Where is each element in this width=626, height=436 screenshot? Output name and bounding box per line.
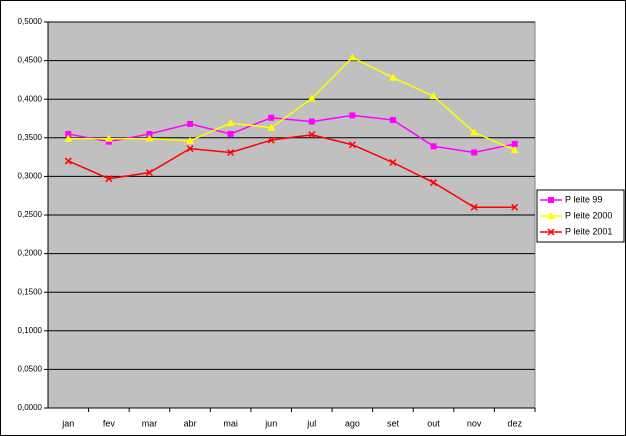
x-tick-label: abr [184, 418, 197, 428]
y-tick-label: 0,2500 [18, 210, 43, 219]
marker [64, 157, 72, 165]
x-tick-label: jan [61, 418, 74, 428]
marker [64, 134, 73, 142]
marker [429, 92, 438, 100]
marker [349, 112, 356, 119]
marker [511, 140, 518, 147]
x-tick-label: out [427, 418, 440, 428]
marker [348, 141, 356, 149]
marker [146, 130, 153, 137]
marker [226, 119, 235, 127]
y-tick-label: 0,4500 [18, 56, 43, 65]
y-tick-label: 0,1000 [18, 326, 43, 335]
marker [308, 131, 316, 139]
marker [104, 134, 113, 142]
marker [388, 73, 397, 81]
marker [267, 136, 275, 144]
marker [267, 123, 276, 131]
legend-marker [548, 197, 554, 203]
legend-marker [547, 228, 555, 236]
y-tick-label: 0,5000 [18, 17, 43, 26]
marker [389, 158, 397, 167]
marker [227, 148, 235, 156]
series-line [67, 133, 515, 209]
marker [105, 175, 113, 183]
marker [186, 136, 195, 144]
marker [65, 130, 72, 137]
legend-label: P leite 2001 [565, 226, 612, 236]
x-tick-label: dez [507, 418, 522, 428]
x-tick-label: ago [345, 418, 360, 428]
y-tick-label: 0,0000 [18, 403, 43, 412]
marker [308, 118, 315, 125]
series-line [68, 114, 515, 154]
marker [187, 120, 194, 127]
marker [471, 149, 478, 156]
legend-marker [547, 212, 555, 219]
series-line [68, 56, 516, 151]
y-tick-label: 0,3500 [18, 133, 43, 142]
y-tick-label: 0,3000 [18, 172, 43, 181]
marker [470, 203, 478, 211]
x-tick-label: set [387, 418, 400, 428]
y-tick-label: 0,0500 [18, 365, 43, 374]
marker [470, 128, 479, 136]
x-tick-label: jul [306, 418, 316, 428]
marker [105, 138, 112, 145]
marker [145, 169, 153, 177]
x-tick-label: mai [223, 418, 238, 428]
marker [430, 143, 437, 150]
marker [430, 179, 438, 187]
x-tick-label: nov [467, 418, 482, 428]
legend-label: P leite 2000 [565, 210, 612, 220]
x-tick-label: jun [264, 418, 277, 428]
x-tick-label: mar [142, 418, 158, 428]
x-tick-label: fev [103, 418, 116, 428]
y-tick-label: 0,4000 [18, 94, 43, 103]
marker [511, 203, 519, 211]
marker [145, 134, 154, 142]
marker [348, 53, 357, 61]
marker [389, 117, 396, 124]
y-tick-label: 0,1500 [18, 287, 43, 296]
marker [307, 94, 316, 102]
marker [186, 145, 194, 153]
marker [510, 146, 519, 154]
marker [268, 114, 275, 121]
legend-label: P leite 99 [565, 194, 602, 204]
y-tick-label: 0,2000 [18, 249, 43, 258]
marker [227, 130, 234, 137]
